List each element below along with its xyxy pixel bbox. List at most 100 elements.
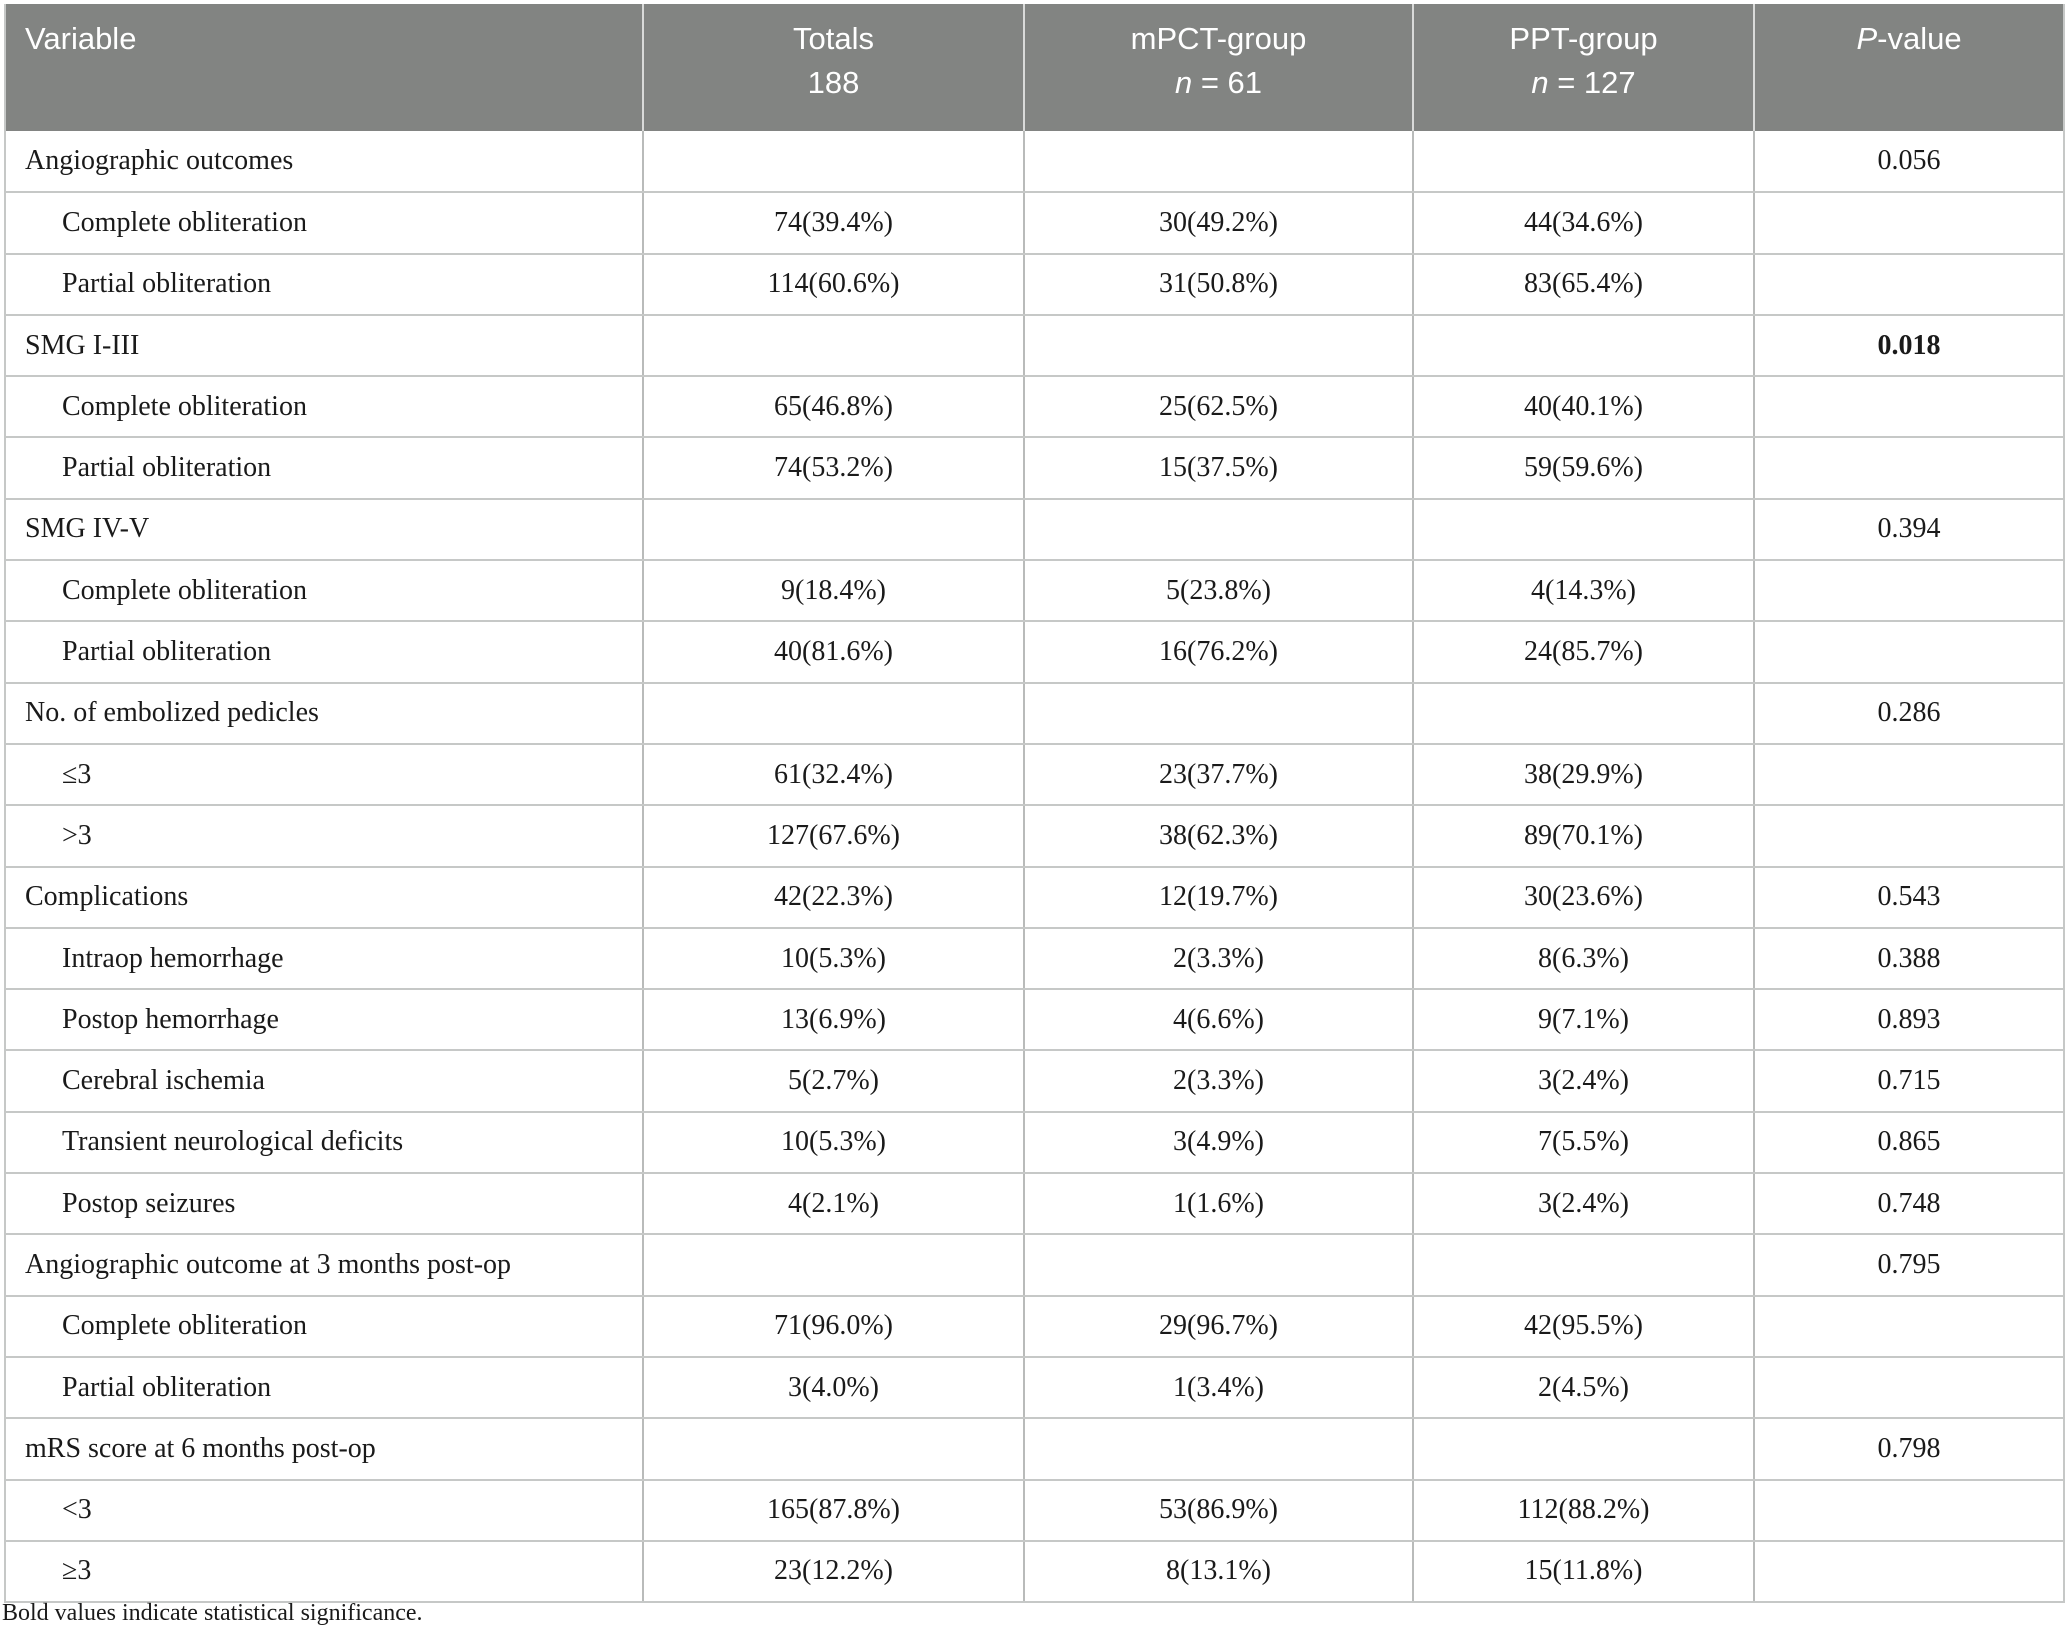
- totals-cell: 4(2.1%): [643, 1173, 1025, 1236]
- variable-cell: Transient neurological deficits: [5, 1111, 644, 1175]
- header-sublabel: 188: [807, 65, 860, 100]
- mpct-cell: [1024, 131, 1414, 194]
- p-suffix: -value: [1877, 21, 1962, 56]
- col-header-pvalue: P-value: [1754, 4, 2064, 131]
- header-sublabel: n = 127: [1415, 61, 1752, 105]
- header-label: Totals: [793, 21, 874, 56]
- mpct-cell: 16(76.2%): [1024, 621, 1414, 684]
- mpct-cell: [1024, 1234, 1414, 1297]
- variable-cell: <3: [5, 1479, 644, 1542]
- mpct-cell: [1024, 498, 1414, 562]
- totals-cell: 10(5.3%): [643, 1111, 1025, 1175]
- variable-cell: Cerebral ischemia: [5, 1050, 644, 1113]
- totals-cell: 40(81.6%): [643, 621, 1025, 684]
- ppt-cell: 8(6.3%): [1413, 927, 1755, 991]
- table-row: mRS score at 6 months post-op 0.798: [5, 1418, 2064, 1481]
- totals-cell: 74(39.4%): [643, 192, 1025, 255]
- pvalue-cell: 0.748: [1754, 1173, 2064, 1236]
- mpct-cell: 1(3.4%): [1024, 1356, 1414, 1420]
- totals-cell: 114(60.6%): [643, 253, 1025, 316]
- pvalue-cell: [1754, 1295, 2064, 1358]
- pvalue-cell: [1754, 437, 2064, 500]
- table-row: Complications 42(22.3%) 12(19.7%) 30(23.6%)…: [5, 866, 2064, 929]
- header-label: Variable: [25, 21, 137, 56]
- ppt-cell: 89(70.1%): [1413, 805, 1755, 868]
- mpct-cell: 31(50.8%): [1024, 253, 1414, 316]
- ppt-cell: 44(34.6%): [1413, 192, 1755, 255]
- totals-cell: 65(46.8%): [643, 376, 1025, 439]
- pvalue-cell: [1754, 621, 2064, 684]
- pvalue-cell: [1754, 253, 2064, 316]
- pvalue-cell: [1754, 1356, 2064, 1420]
- table-row: Complete obliteration 74(39.4%) 30(49.2%) 4…: [5, 192, 2064, 255]
- ppt-cell: 38(29.9%): [1413, 743, 1755, 807]
- table-row: Transient neurological deficits 10(5.3%) 3…: [5, 1111, 2064, 1175]
- totals-cell: 23(12.2%): [643, 1540, 1025, 1604]
- totals-cell: 10(5.3%): [643, 927, 1025, 991]
- table-row: SMG IV-V 0.394: [5, 498, 2064, 562]
- pvalue-cell: 0.795: [1754, 1234, 2064, 1297]
- table-row: ≥3 23(12.2%) 8(13.1%) 15(11.8%): [5, 1540, 2064, 1604]
- table-row: Angiographic outcomes 0.056: [5, 131, 2064, 194]
- pvalue-cell: 0.543: [1754, 866, 2064, 929]
- totals-cell: 3(4.0%): [643, 1356, 1025, 1420]
- header-label: mPCT-group: [1130, 21, 1307, 56]
- pvalue-cell: [1754, 560, 2064, 623]
- mpct-cell: 23(37.7%): [1024, 743, 1414, 807]
- variable-cell: mRS score at 6 months post-op: [5, 1418, 644, 1481]
- ppt-cell: 9(7.1%): [1413, 989, 1755, 1052]
- ppt-cell: 3(2.4%): [1413, 1173, 1755, 1236]
- header-sublabel: n = 61: [1026, 61, 1411, 105]
- totals-cell: 13(6.9%): [643, 989, 1025, 1052]
- variable-cell: SMG I-III: [5, 314, 644, 378]
- table-row: Intraop hemorrhage 10(5.3%) 2(3.3%) 8(6.3%)…: [5, 927, 2064, 991]
- variable-cell: SMG IV-V: [5, 498, 644, 562]
- table-row: Partial obliteration 40(81.6%) 16(76.2%) 24…: [5, 621, 2064, 684]
- table-row: Partial obliteration 114(60.6%) 31(50.8%) 8…: [5, 253, 2064, 316]
- totals-cell: [643, 498, 1025, 562]
- ppt-cell: 40(40.1%): [1413, 376, 1755, 439]
- table-row: <3 165(87.8%) 53(86.9%) 112(88.2%): [5, 1479, 2064, 1542]
- pvalue-cell: [1754, 805, 2064, 868]
- variable-cell: Partial obliteration: [5, 621, 644, 684]
- pvalue-cell: [1754, 376, 2064, 439]
- variable-cell: Partial obliteration: [5, 437, 644, 500]
- table-row: No. of embolized pedicles 0.286: [5, 682, 2064, 745]
- totals-cell: [643, 1418, 1025, 1481]
- variable-cell: Complete obliteration: [5, 1295, 644, 1358]
- pvalue-cell: 0.056: [1754, 131, 2064, 194]
- variable-cell: Complete obliteration: [5, 192, 644, 255]
- ppt-cell: 3(2.4%): [1413, 1050, 1755, 1113]
- col-header-ppt-group: PPT-group n = 127: [1413, 4, 1755, 131]
- totals-cell: 5(2.7%): [643, 1050, 1025, 1113]
- variable-cell: Angiographic outcomes: [5, 131, 644, 194]
- mpct-cell: 30(49.2%): [1024, 192, 1414, 255]
- variable-cell: Partial obliteration: [5, 253, 644, 316]
- variable-cell: Intraop hemorrhage: [5, 927, 644, 991]
- totals-cell: 61(32.4%): [643, 743, 1025, 807]
- ppt-cell: 30(23.6%): [1413, 866, 1755, 929]
- mpct-cell: 1(1.6%): [1024, 1173, 1414, 1236]
- ppt-cell: 112(88.2%): [1413, 1479, 1755, 1542]
- totals-cell: [643, 131, 1025, 194]
- ppt-cell: 59(59.6%): [1413, 437, 1755, 500]
- ppt-cell: 15(11.8%): [1413, 1540, 1755, 1604]
- pvalue-cell: [1754, 1540, 2064, 1604]
- mpct-cell: 2(3.3%): [1024, 1050, 1414, 1113]
- table-row: Angiographic outcome at 3 months post-op…: [5, 1234, 2064, 1297]
- table-body: Angiographic outcomes 0.056 Complete oblit…: [5, 131, 2064, 1604]
- pvalue-cell: [1754, 743, 2064, 807]
- n-count: = 61: [1192, 65, 1263, 100]
- col-header-mpct-group: mPCT-group n = 61: [1024, 4, 1414, 131]
- mpct-cell: 8(13.1%): [1024, 1540, 1414, 1604]
- variable-cell: >3: [5, 805, 644, 868]
- variable-cell: Angiographic outcome at 3 months post-op: [5, 1234, 644, 1297]
- n-count: = 127: [1548, 65, 1636, 100]
- table-row: Complete obliteration 65(46.8%) 25(62.5%) 4…: [5, 376, 2064, 439]
- table-row: Postop seizures 4(2.1%) 1(1.6%) 3(2.4%) 0.74…: [5, 1173, 2064, 1236]
- ppt-cell: 42(95.5%): [1413, 1295, 1755, 1358]
- p-symbol: P: [1856, 21, 1878, 56]
- ppt-cell: [1413, 682, 1755, 745]
- totals-cell: 42(22.3%): [643, 866, 1025, 929]
- variable-cell: ≥3: [5, 1540, 644, 1604]
